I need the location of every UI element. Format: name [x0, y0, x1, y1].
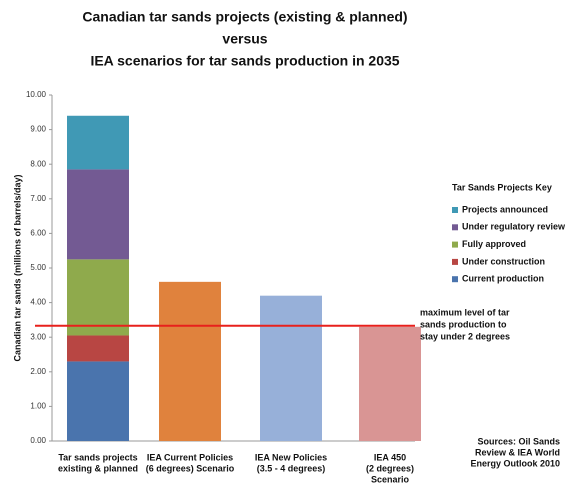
reference-label: sands production to [420, 319, 507, 329]
reference-label: stay under 2 degrees [420, 331, 510, 341]
x-tick-label: Tar sands projects [58, 452, 137, 462]
legend-title: Tar Sands Projects Key [452, 182, 552, 192]
y-tick-label: 0.00 [30, 436, 46, 445]
legend-label: Current production [462, 274, 544, 284]
x-tick-label: IEA New Policies [255, 452, 327, 462]
y-tick-label: 9.00 [30, 125, 46, 134]
y-tick-label: 7.00 [30, 194, 46, 203]
bar [159, 281, 221, 441]
y-tick-label: 10.00 [26, 90, 47, 99]
legend-swatch [452, 207, 458, 213]
y-tick-label: 6.00 [30, 229, 46, 238]
source-note: Sources: Oil Sands [477, 436, 560, 446]
bar-segment [67, 361, 129, 441]
y-tick-label: 1.00 [30, 402, 46, 411]
legend-label: Fully approved [462, 239, 526, 249]
y-tick-label: 2.00 [30, 367, 46, 376]
legend-label: Projects announced [462, 204, 548, 214]
x-tick-label: Scenario [371, 474, 410, 484]
bar-segment [67, 115, 129, 170]
x-tick-label: (3.5 - 4 degrees) [257, 463, 326, 473]
y-tick-label: 4.00 [30, 298, 46, 307]
legend-swatch [452, 276, 458, 283]
x-tick-label: existing & planned [58, 463, 138, 473]
source-note: Review & IEA World [475, 447, 560, 457]
y-tick-label: 8.00 [30, 159, 46, 168]
y-tick-label: 5.00 [30, 263, 46, 272]
y-axis-title: Canadian tar sands (millions of barrels/… [12, 174, 22, 361]
bar-segment [67, 335, 129, 362]
source-note: Energy Outlook 2010 [470, 458, 560, 468]
x-tick-label: (6 degrees) Scenario [146, 463, 235, 473]
bar-segment [67, 259, 129, 336]
legend-swatch [452, 258, 458, 265]
chart-title: Canadian tar sands projects (existing & … [82, 9, 407, 25]
reference-label: maximum level of tar [420, 307, 510, 317]
y-tick-label: 3.00 [30, 332, 46, 341]
x-tick-label: IEA Current Policies [147, 452, 233, 462]
legend-swatch [452, 224, 458, 231]
chart-title: versus [222, 31, 267, 47]
x-tick-label: IEA 450 [374, 452, 406, 462]
legend-swatch [452, 241, 458, 248]
legend-label: Under regulatory review [462, 222, 566, 232]
x-tick-label: (2 degrees) [366, 463, 414, 473]
bar [359, 326, 421, 441]
chart-title: IEA scenarios for tar sands production i… [90, 53, 399, 69]
bar-segment [67, 169, 129, 260]
legend-label: Under construction [462, 256, 545, 266]
bar [260, 295, 322, 441]
